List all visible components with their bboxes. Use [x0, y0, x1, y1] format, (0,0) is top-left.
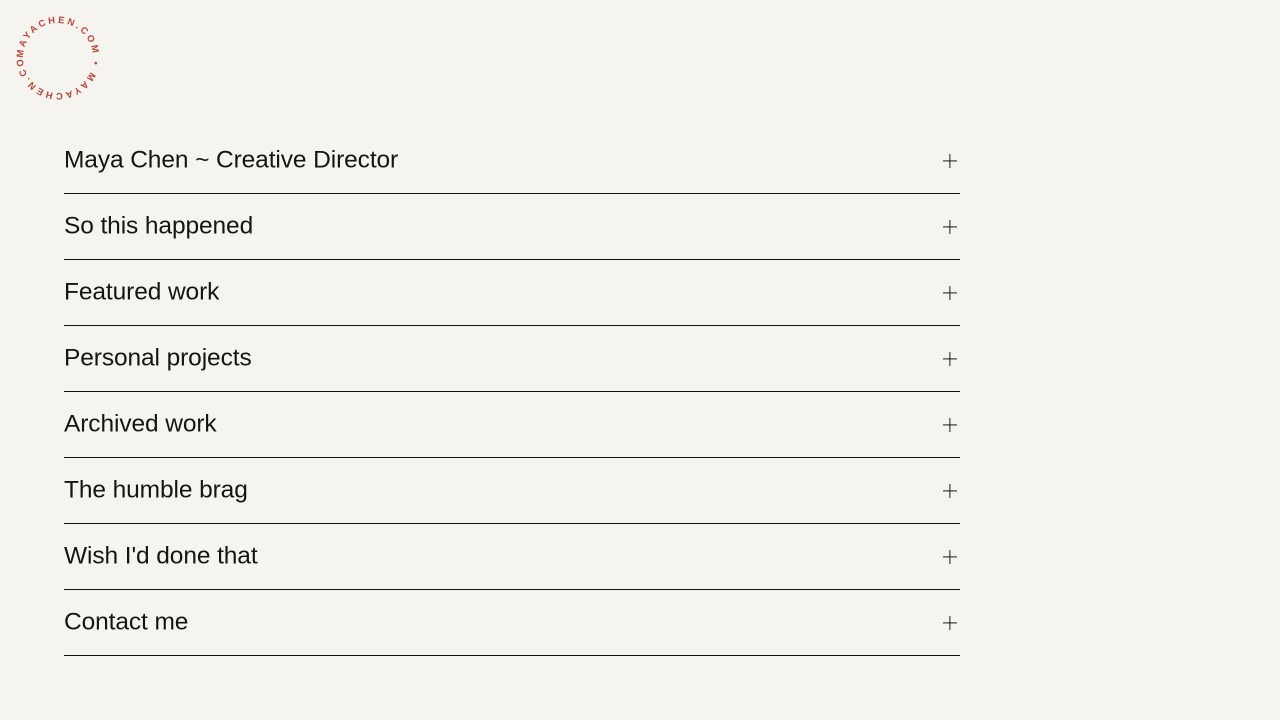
plus-icon[interactable] — [940, 151, 960, 171]
logo-text-path: MAYACHEN.COM • MAYACHEN.COM • — [8, 8, 100, 102]
plus-icon[interactable] — [940, 547, 960, 567]
accordion-row-wish-id-done-that[interactable]: Wish I'd done that — [64, 524, 960, 590]
accordion-row-so-this-happened[interactable]: So this happened — [64, 194, 960, 260]
plus-icon[interactable] — [940, 283, 960, 303]
accordion-label: So this happened — [64, 211, 254, 239]
accordion-label: Contact me — [64, 607, 189, 635]
plus-icon[interactable] — [940, 481, 960, 501]
accordion-label: Featured work — [64, 277, 220, 305]
accordion-row-contact-me[interactable]: Contact me — [64, 590, 960, 656]
accordion-label: Personal projects — [64, 343, 252, 371]
accordion-row-archived-work[interactable]: Archived work — [64, 392, 960, 458]
accordion-list: Maya Chen ~ Creative Director So this ha… — [64, 128, 960, 656]
accordion-label: Archived work — [64, 409, 217, 437]
accordion-label: Wish I'd done that — [64, 541, 258, 569]
plus-icon[interactable] — [940, 349, 960, 369]
accordion-row-the-humble-brag[interactable]: The humble brag — [64, 458, 960, 524]
accordion-label: Maya Chen ~ Creative Director — [64, 145, 399, 173]
site-logo[interactable]: MAYACHEN.COM • MAYACHEN.COM • — [8, 8, 108, 108]
accordion-row-personal-projects[interactable]: Personal projects — [64, 326, 960, 392]
accordion-row-maya-chen-creative-director[interactable]: Maya Chen ~ Creative Director — [64, 128, 960, 194]
accordion-label: The humble brag — [64, 475, 248, 503]
plus-icon[interactable] — [940, 415, 960, 435]
plus-icon[interactable] — [940, 217, 960, 237]
plus-icon[interactable] — [940, 613, 960, 633]
logo-circular-text: MAYACHEN.COM • MAYACHEN.COM • — [8, 8, 102, 102]
accordion-row-featured-work[interactable]: Featured work — [64, 260, 960, 326]
